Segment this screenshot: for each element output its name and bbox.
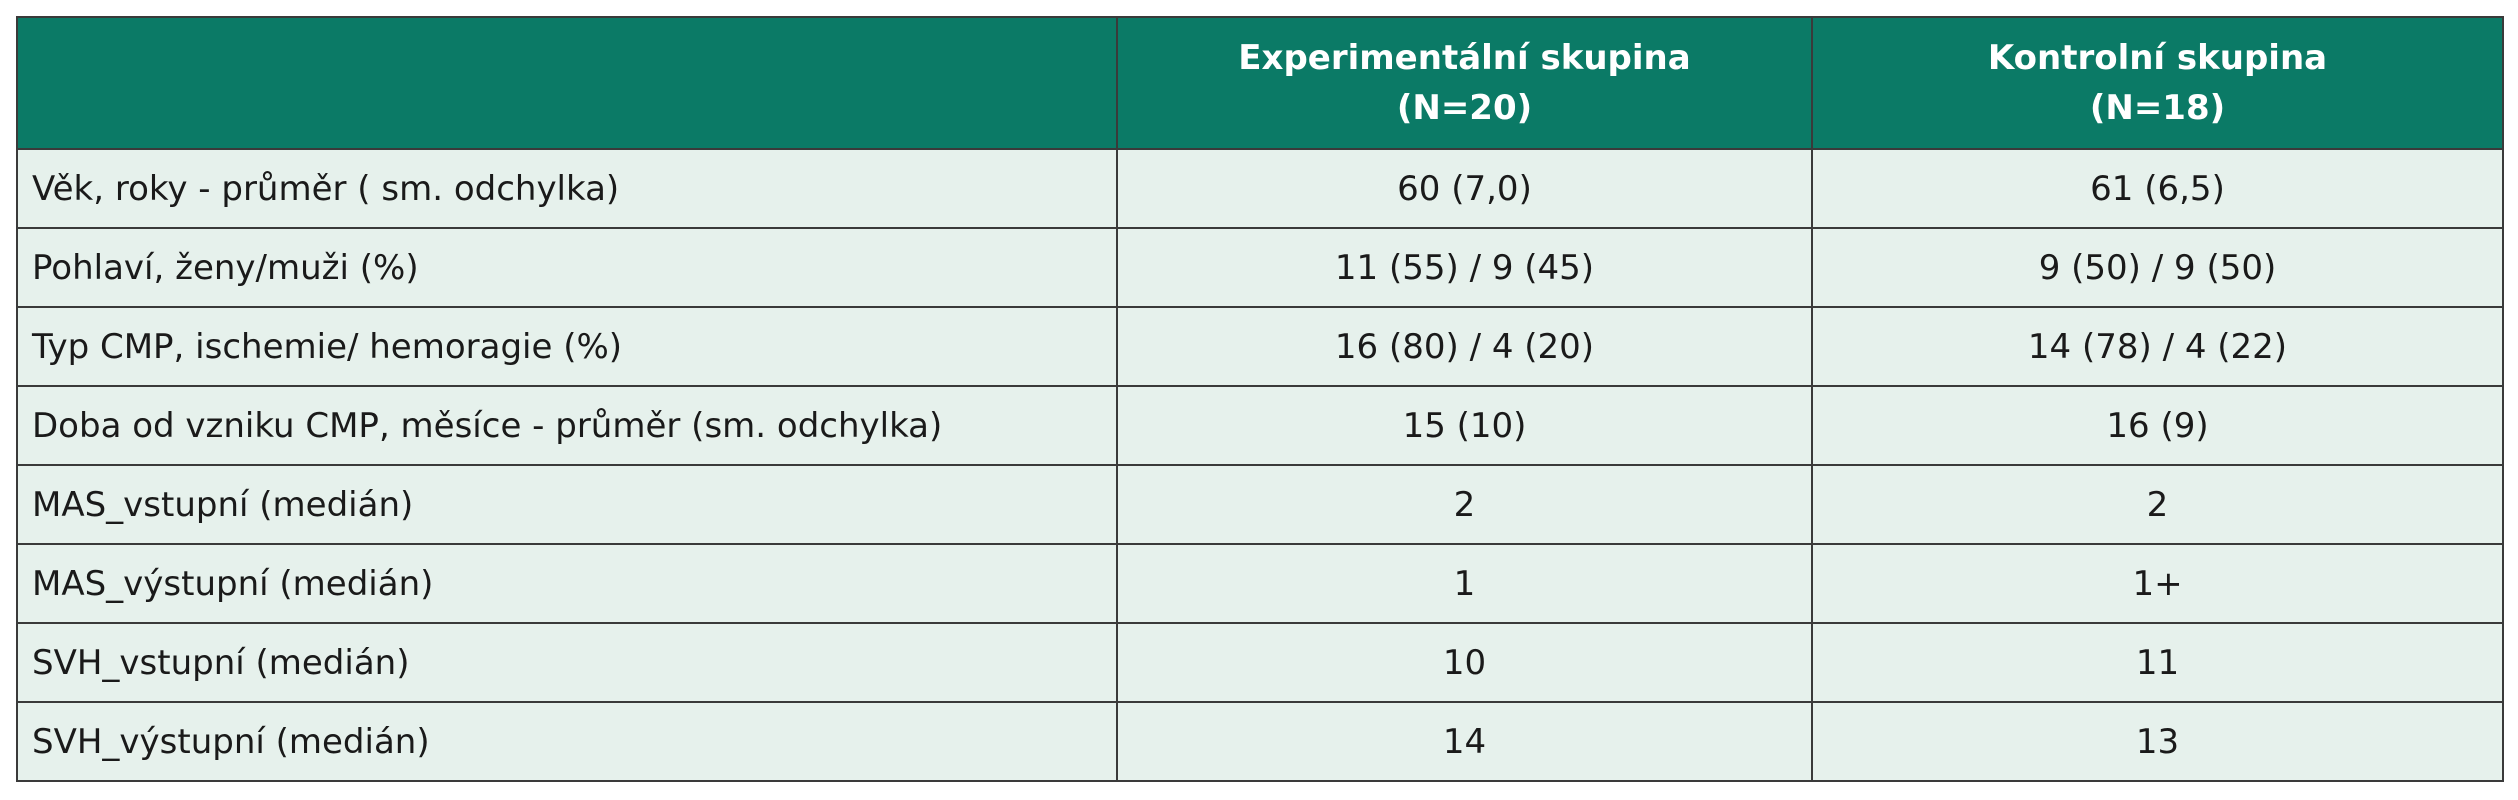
header-line: Kontrolní skupina [1987,38,2328,78]
header-line: (N=18) [2089,88,2226,128]
row-label: SVH_vstupní (medián) [16,622,1118,703]
header-row: Experimentální skupina (N=20) Kontrolní sk… [16,16,2504,150]
cell: 16 (9) [1811,385,2504,466]
table-row: MAS_výstupní (medián) 1 1+ [16,543,2504,624]
cell: 13 [1811,701,2504,782]
cell: 2 [1116,464,1813,545]
cell: 1+ [1811,543,2504,624]
row-label: SVH_výstupní (medián) [16,701,1118,782]
cell: 60 (7,0) [1116,148,1813,229]
cell: 16 (80) / 4 (20) [1116,306,1813,387]
cell: 14 (78) / 4 (22) [1811,306,2504,387]
cell: 11 (55) / 9 (45) [1116,227,1813,308]
table-row: Doba od vzniku CMP, měsíce - průměr (sm.… [16,385,2504,466]
cell: 9 (50) / 9 (50) [1811,227,2504,308]
row-label: Věk, roky - průměr ( sm. odchylka) [16,148,1118,229]
cell: 10 [1116,622,1813,703]
table-row: SVH_výstupní (medián) 14 13 [16,701,2504,782]
header-cell [16,16,1118,150]
table-row: SVH_vstupní (medián) 10 11 [16,622,2504,703]
cell: 61 (6,5) [1811,148,2504,229]
table-body: Věk, roky - průměr ( sm. odchylka) 60 (7,… [16,148,2504,782]
row-label: MAS_výstupní (medián) [16,543,1118,624]
row-label: Pohlaví, ženy/muži (%) [16,227,1118,308]
cell: 2 [1811,464,2504,545]
row-label: MAS_vstupní (medián) [16,464,1118,545]
cell: 15 (10) [1116,385,1813,466]
table-row: Pohlaví, ženy/muži (%) 11 (55) / 9 (45) 9 … [16,227,2504,308]
cell: 11 [1811,622,2504,703]
header-cell: Kontrolní skupina (N=18) [1811,16,2504,150]
header-cell: Experimentální skupina (N=20) [1116,16,1813,150]
row-label: Typ CMP, ischemie/ hemoragie (%) [16,306,1118,387]
header-line: Experimentální skupina [1238,38,1691,78]
header-line: (N=20) [1396,88,1533,128]
table-row: Typ CMP, ischemie/ hemoragie (%) 16 (80) … [16,306,2504,387]
cell: 1 [1116,543,1813,624]
table-row: Věk, roky - průměr ( sm. odchylka) 60 (7,… [16,148,2504,229]
cell: 14 [1116,701,1813,782]
table-row: MAS_vstupní (medián) 2 2 [16,464,2504,545]
row-label: Doba od vzniku CMP, měsíce - průměr (sm.… [16,385,1118,466]
data-table: Experimentální skupina (N=20) Kontrolní sk… [16,16,2504,782]
